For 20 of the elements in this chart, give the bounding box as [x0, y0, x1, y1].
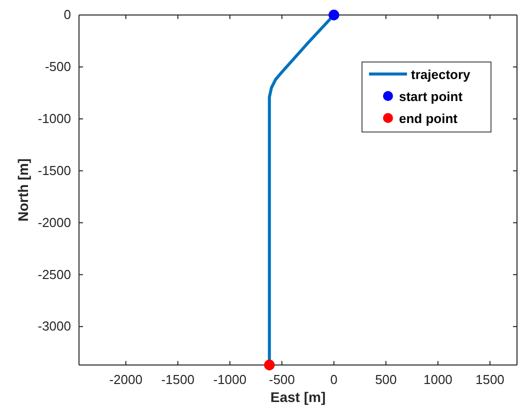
x-tick-label: 500 [375, 372, 397, 388]
legend-label: trajectory [411, 67, 472, 82]
x-tick-label: 1500 [475, 372, 504, 388]
x-axis-title: East [m] [270, 389, 326, 405]
y-axis-title: North [m] [15, 158, 31, 222]
x-tick-label: -1000 [213, 372, 246, 388]
y-tick-label: 0 [64, 7, 71, 22]
x-tick-label: -2000 [109, 372, 142, 388]
legend-label: end point [399, 111, 458, 126]
x-tick-label: 0 [330, 372, 338, 388]
y-tick-label: -3000 [38, 318, 71, 334]
y-tick-label: -1000 [38, 111, 71, 126]
y-tick-label: -1500 [38, 162, 71, 178]
x-tick-label: -1500 [161, 372, 194, 388]
x-tick-label: 1000 [423, 372, 452, 388]
y-tick-label: -500 [44, 59, 71, 74]
x-tick-label: -500 [268, 372, 295, 388]
y-tick-label: -2000 [38, 214, 71, 230]
legend-label: start point [399, 89, 464, 104]
y-tick-label: -2500 [38, 266, 71, 282]
